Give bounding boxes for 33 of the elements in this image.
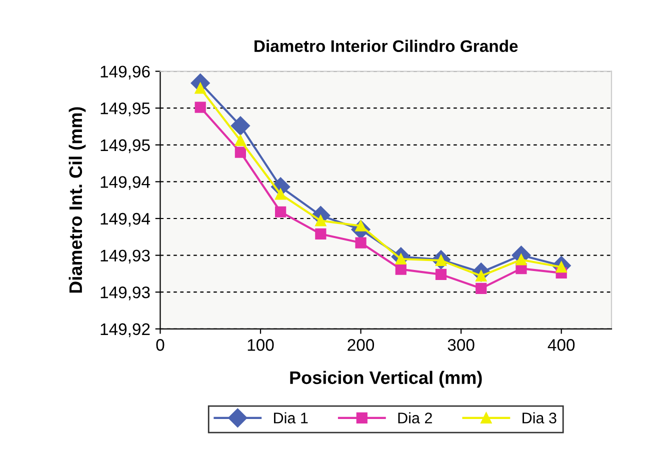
point — [476, 282, 487, 294]
point — [234, 134, 246, 146]
x-axis-title: Posicion Vertical (mm) — [290, 370, 482, 388]
chart-title: Diametro Interior Cilindro Grande — [254, 40, 518, 52]
point — [194, 82, 206, 94]
y-tick-label: 149,95 — [100, 102, 150, 116]
y-tick-label: 149,93 — [100, 286, 150, 300]
x-tick-label: 100 — [248, 339, 274, 351]
point — [435, 268, 447, 280]
point — [234, 146, 246, 158]
point — [275, 188, 286, 200]
y-tick-label: 149,94 — [100, 176, 150, 190]
point — [395, 264, 406, 275]
point — [315, 228, 326, 240]
y-tick-label: 149,95 — [100, 139, 150, 154]
legend-label: Dia 3 — [522, 412, 556, 424]
x-tick-label: 200 — [348, 339, 374, 351]
x-tick-label: 0 — [156, 339, 164, 351]
y-axis-title: Diametro Int. Cil (mm) — [68, 107, 86, 293]
point — [315, 215, 326, 226]
legend-label: Dia 2 — [398, 412, 432, 424]
point — [516, 254, 527, 266]
point — [275, 206, 286, 218]
y-tick-label: 149,92 — [100, 323, 150, 338]
y-tick-label: 149,96 — [100, 66, 150, 80]
legend-label: Dia 1 — [274, 412, 308, 424]
x-tick-label: 400 — [548, 339, 575, 351]
point — [355, 237, 366, 248]
point — [230, 116, 250, 136]
x-tick-label: 300 — [448, 339, 474, 351]
y-tick-label: 149,93 — [100, 250, 150, 264]
point — [194, 102, 206, 113]
y-tick-label: 149,94 — [100, 212, 150, 227]
